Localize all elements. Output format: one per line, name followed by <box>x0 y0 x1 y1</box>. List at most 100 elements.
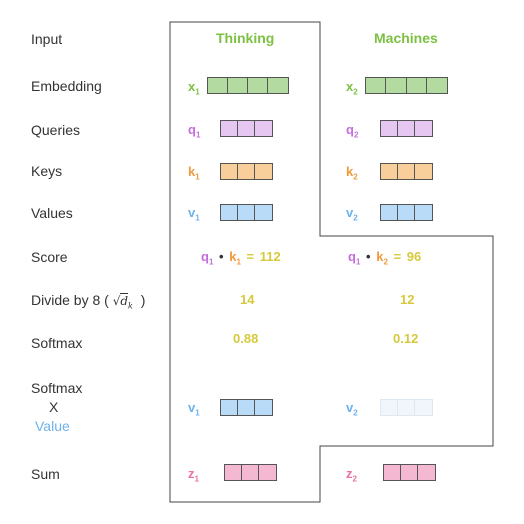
symbol-z2-sub: 2 <box>352 474 357 484</box>
vector-weighted-value-1 <box>220 399 273 416</box>
vector-cell <box>221 205 238 220</box>
symbol-x2: x2 <box>346 79 358 97</box>
label-queries: Queries <box>31 122 81 138</box>
label-sum: Sum <box>31 466 60 482</box>
vector-cell <box>366 78 387 93</box>
vector-weighted-value-2 <box>380 399 433 416</box>
label-softmax-x-value-2: X <box>49 399 59 415</box>
vector-value-2 <box>380 204 433 221</box>
score-2-k: k2 <box>376 249 388 267</box>
symbol-z1-sub: 1 <box>194 474 199 484</box>
symbol-v1-weighted-sub: 1 <box>195 408 200 418</box>
label-softmax-x-value-1: Softmax <box>31 380 83 396</box>
symbol-k1: k1 <box>188 164 200 182</box>
word-machines: Machines <box>374 30 438 46</box>
vector-cell <box>397 121 415 136</box>
symbol-v2-weighted-sub: 2 <box>353 408 358 418</box>
vector-cell <box>221 121 238 136</box>
vector-cell <box>384 465 401 480</box>
score-2-k-sub: 2 <box>383 257 388 267</box>
vector-cell <box>237 164 255 179</box>
score-2-value: 96 <box>406 249 422 264</box>
score-2-dot: • <box>366 249 371 264</box>
symbol-k1-base: k <box>188 164 196 179</box>
score-2-k-base: k <box>376 249 384 264</box>
column-outline-path <box>169 21 494 503</box>
symbol-q1-sub: 1 <box>195 130 201 140</box>
symbol-v2-sub: 2 <box>353 213 358 223</box>
symbol-q2-base: q <box>346 122 354 137</box>
vector-cell <box>254 205 272 220</box>
label-divide-close: ) <box>140 292 146 308</box>
vector-cell <box>254 121 272 136</box>
score-1-k-sub: 1 <box>236 257 241 267</box>
sqrt-k: k <box>128 301 133 311</box>
vector-cell <box>381 400 398 415</box>
score-1-q: q1 <box>201 249 214 267</box>
vector-cell <box>237 121 255 136</box>
symbol-v1-weighted-base: v <box>188 400 196 415</box>
symbol-k2: k2 <box>346 164 358 182</box>
word-thinking: Thinking <box>216 30 275 46</box>
vector-cell <box>237 205 255 220</box>
score-1-eq: = <box>246 249 255 264</box>
sqrt-root: √ <box>112 294 121 308</box>
symbol-v2-weighted: v2 <box>346 400 358 418</box>
symbol-v1-weighted: v1 <box>188 400 200 418</box>
symbol-v1-sub: 1 <box>195 213 200 223</box>
vector-cell <box>228 78 248 93</box>
score-2-q: q1 <box>348 249 361 267</box>
vector-cell <box>254 164 272 179</box>
symbol-z1-base: z <box>188 466 195 481</box>
vector-cell <box>397 205 415 220</box>
score-1-k: k1 <box>229 249 241 267</box>
vector-cell <box>397 400 415 415</box>
label-softmax: Softmax <box>31 335 83 351</box>
vector-sum-2 <box>383 464 436 481</box>
vector-cell <box>381 205 398 220</box>
score-2-eq: = <box>393 249 402 264</box>
symbol-v2-base: v <box>346 205 354 220</box>
score-1-q-sub: 1 <box>208 257 214 267</box>
vector-cell <box>208 78 228 93</box>
symbol-v2-weighted-base: v <box>346 400 354 415</box>
label-softmax-x-value-3: Value <box>35 418 70 434</box>
vector-cell <box>381 121 398 136</box>
label-input: Input <box>31 31 63 47</box>
vector-cell <box>397 164 415 179</box>
vector-cell <box>221 164 238 179</box>
label-divide-text: Divide by 8 ( <box>31 292 109 308</box>
vector-cell <box>258 465 276 480</box>
symbol-k2-base: k <box>346 164 354 179</box>
vector-cell <box>414 121 432 136</box>
score-2-q-sub: 1 <box>355 257 361 267</box>
symbol-k2-sub: 2 <box>353 172 358 182</box>
symbol-x2-sub: 2 <box>353 87 358 97</box>
symbol-q1-base: q <box>188 122 196 137</box>
symbol-z2: z2 <box>346 466 357 484</box>
vector-cell <box>414 164 432 179</box>
symbol-z2-base: z <box>346 466 353 481</box>
symbol-x1-base: x <box>188 79 196 94</box>
vector-cell <box>400 465 418 480</box>
symbol-x1: x1 <box>188 79 200 97</box>
label-score: Score <box>31 249 68 265</box>
score-1-k-base: k <box>229 249 237 264</box>
vector-cell <box>426 78 447 93</box>
score-1: q1 • k1 = 112 <box>201 249 281 267</box>
vector-key-2 <box>380 163 433 180</box>
vector-sum-1 <box>224 464 277 481</box>
softmax-value-2: 0.12 <box>393 331 419 346</box>
vector-cell <box>386 78 407 93</box>
symbol-v1-base: v <box>188 205 196 220</box>
sqrt-d: d <box>120 293 129 308</box>
vector-cell <box>241 465 259 480</box>
vector-cell <box>225 465 242 480</box>
divided-value-1: 14 <box>240 292 255 307</box>
label-embedding: Embedding <box>31 78 102 94</box>
score-1-q-base: q <box>201 249 209 264</box>
symbol-q1: q1 <box>188 122 200 140</box>
score-2: q1 • k2 = 96 <box>348 249 421 267</box>
vector-cell <box>221 400 238 415</box>
score-1-value: 112 <box>259 249 281 264</box>
